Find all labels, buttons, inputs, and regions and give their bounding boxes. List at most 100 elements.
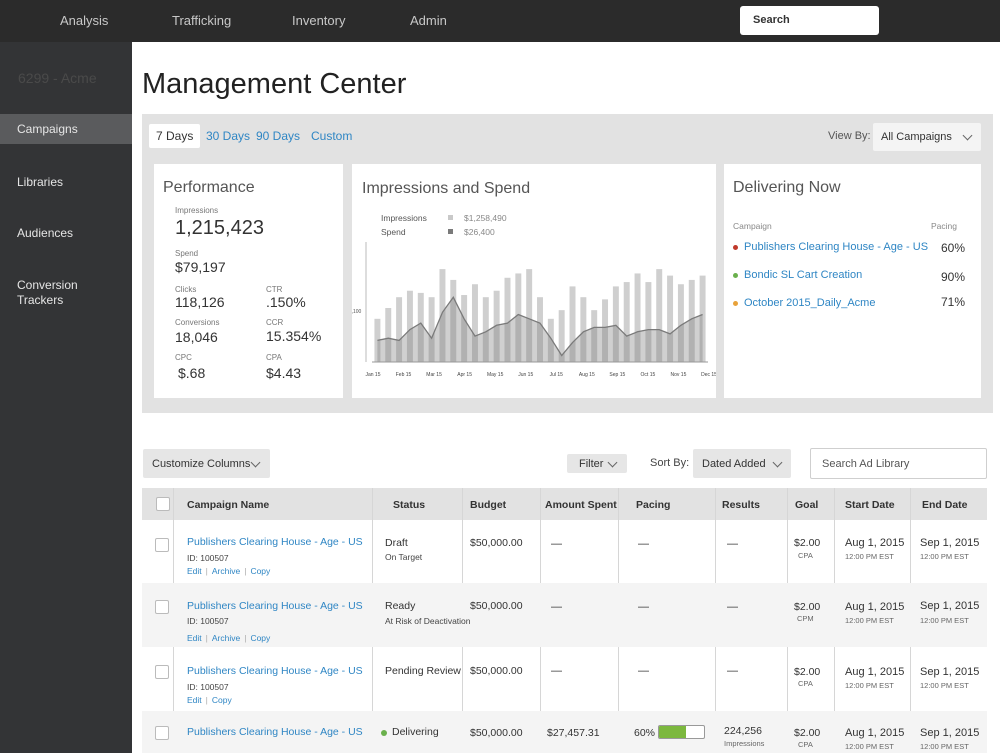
chart-x-tick-label: May 15 bbox=[487, 372, 504, 378]
nav-analysis[interactable]: Analysis bbox=[60, 13, 109, 28]
copy-link[interactable]: Copy bbox=[250, 633, 271, 643]
viewby-value: All Campaigns bbox=[881, 131, 952, 143]
campaign-name-link[interactable]: Publishers Clearing House - Age - US bbox=[187, 665, 363, 677]
nav-admin[interactable]: Admin bbox=[410, 13, 447, 28]
results-value: — bbox=[727, 601, 738, 613]
chart-bar bbox=[591, 310, 598, 362]
start-date: Aug 1, 2015 bbox=[845, 537, 905, 549]
chart-bar bbox=[634, 273, 641, 362]
start-date: Aug 1, 2015 bbox=[845, 727, 905, 739]
row-checkbox[interactable] bbox=[155, 726, 169, 740]
sidebar-item-libraries[interactable]: Libraries bbox=[17, 175, 64, 189]
chart-x-tick-label: Jan 15 bbox=[365, 372, 380, 378]
end-time: 12:00 PM EST bbox=[920, 742, 969, 751]
budget-value: $50,000.00 bbox=[470, 665, 523, 677]
chart-x-tick-label: Dec 15 bbox=[701, 372, 716, 378]
row-checkbox[interactable] bbox=[155, 665, 169, 679]
sidebar-item-conversion-trackers[interactable]: Conversion Trackers bbox=[17, 278, 78, 307]
legend-impressions-swatch bbox=[448, 215, 453, 220]
cpc-label: CPC bbox=[175, 353, 192, 362]
customize-columns-button[interactable]: Customize Columns bbox=[143, 449, 270, 478]
goal-value: $2.00 bbox=[794, 601, 821, 613]
start-time: 12:00 PM EST bbox=[845, 681, 894, 690]
chart-x-tick-label: Sep 15 bbox=[609, 372, 625, 378]
table-row[interactable]: Publishers Clearing House - Age - US ID:… bbox=[142, 520, 987, 583]
global-search-input[interactable]: Search bbox=[740, 6, 879, 35]
edit-link[interactable]: Edit bbox=[187, 566, 202, 576]
sidebar-item-campaigns[interactable]: Campaigns bbox=[0, 114, 132, 144]
col-pacing[interactable]: Pacing bbox=[636, 499, 671, 511]
goal-type: CPA bbox=[798, 679, 813, 688]
conversions-value: 18,046 bbox=[175, 329, 218, 345]
end-date: Sep 1, 2015 bbox=[920, 600, 980, 612]
delivering-item-pacing: 71% bbox=[941, 295, 966, 309]
table-row[interactable]: Publishers Clearing House - Age - US ID:… bbox=[142, 647, 987, 711]
ad-library-search-input[interactable]: Search Ad Library bbox=[810, 448, 987, 479]
results-value: — bbox=[727, 538, 738, 550]
chart-bar bbox=[688, 279, 695, 362]
delivering-item-link[interactable]: Publishers Clearing House - Age - US bbox=[744, 241, 929, 253]
chart-bar bbox=[385, 308, 392, 362]
col-budget[interactable]: Budget bbox=[470, 499, 507, 511]
delivering-item-link[interactable]: Bondic SL Cart Creation bbox=[744, 269, 863, 281]
chart-bar bbox=[461, 295, 468, 362]
tab-30-days[interactable]: 30 Days bbox=[206, 129, 251, 143]
chart-bar bbox=[417, 292, 424, 362]
delivering-campaign-label: Campaign bbox=[733, 221, 772, 231]
table-row[interactable]: Publishers Clearing House - Age - US Del… bbox=[142, 711, 987, 753]
chart-x-tick-label: Feb 15 bbox=[396, 372, 412, 378]
pacing-bar-fill bbox=[659, 726, 686, 738]
table-row[interactable]: Publishers Clearing House - Age - US ID:… bbox=[142, 583, 987, 647]
campaign-id: ID: 100507 bbox=[187, 682, 229, 692]
delivering-item-pacing: 90% bbox=[941, 270, 966, 284]
start-time: 12:00 PM EST bbox=[845, 742, 894, 751]
row-checkbox[interactable] bbox=[155, 538, 169, 552]
ccr-label: CCR bbox=[266, 318, 284, 327]
nav-inventory[interactable]: Inventory bbox=[292, 13, 346, 28]
col-results[interactable]: Results bbox=[722, 499, 760, 511]
chart-bar bbox=[537, 297, 543, 362]
viewby-select[interactable]: All Campaigns bbox=[873, 123, 981, 151]
campaign-id: ID: 100507 bbox=[187, 553, 229, 563]
col-goal[interactable]: Goal bbox=[795, 499, 819, 511]
copy-link[interactable]: Copy bbox=[250, 566, 271, 576]
budget-value: $50,000.00 bbox=[470, 537, 523, 549]
edit-link[interactable]: Edit bbox=[187, 695, 202, 705]
col-campaign-name[interactable]: Campaign Name bbox=[187, 499, 270, 511]
status-text: Pending Review bbox=[385, 665, 461, 677]
col-end-date[interactable]: End Date bbox=[922, 499, 968, 511]
row-checkbox[interactable] bbox=[155, 600, 169, 614]
col-start-date[interactable]: Start Date bbox=[845, 499, 895, 511]
edit-link[interactable]: Edit bbox=[187, 633, 202, 643]
tab-custom[interactable]: Custom bbox=[311, 129, 353, 143]
col-amount-spent[interactable]: Amount Spent bbox=[545, 499, 617, 511]
chart-x-tick-label: Jul 15 bbox=[550, 372, 564, 378]
tab-7-days[interactable]: 7 Days bbox=[149, 124, 201, 148]
chart-bar bbox=[677, 284, 684, 362]
col-status[interactable]: Status bbox=[393, 499, 426, 511]
legend-spend-label: Spend bbox=[381, 227, 406, 237]
campaign-name-link[interactable]: Publishers Clearing House - Age - US bbox=[187, 726, 363, 738]
campaign-name-link[interactable]: Publishers Clearing House - Age - US bbox=[187, 600, 363, 612]
copy-link[interactable]: Copy bbox=[211, 695, 232, 705]
select-all-checkbox[interactable] bbox=[156, 497, 170, 511]
account-name: 6299 - Acme bbox=[18, 70, 97, 86]
nav-trafficking[interactable]: Trafficking bbox=[172, 13, 232, 28]
page-title: Management Center bbox=[142, 68, 407, 100]
archive-link[interactable]: Archive bbox=[211, 566, 241, 576]
impressions-value: 1,215,423 bbox=[175, 217, 264, 239]
sortby-select[interactable]: Dated Added bbox=[693, 449, 791, 478]
filter-button[interactable]: Filter bbox=[567, 454, 627, 473]
chart-bar bbox=[450, 279, 457, 362]
start-time: 12:00 PM EST bbox=[845, 552, 894, 561]
start-date: Aug 1, 2015 bbox=[845, 601, 905, 613]
status-text: Draft bbox=[385, 537, 408, 549]
tab-90-days[interactable]: 90 Days bbox=[256, 129, 301, 143]
results-value: 224,256 bbox=[724, 725, 762, 737]
archive-link[interactable]: Archive bbox=[211, 633, 241, 643]
campaign-name-link[interactable]: Publishers Clearing House - Age - US bbox=[187, 536, 363, 548]
ctr-label: CTR bbox=[266, 285, 283, 294]
performance-card: Performance Impressions 1,215,423 Spend … bbox=[154, 164, 343, 398]
sidebar-item-audiences[interactable]: Audiences bbox=[17, 226, 74, 240]
delivering-item-link[interactable]: October 2015_Daily_Acme bbox=[744, 297, 876, 309]
